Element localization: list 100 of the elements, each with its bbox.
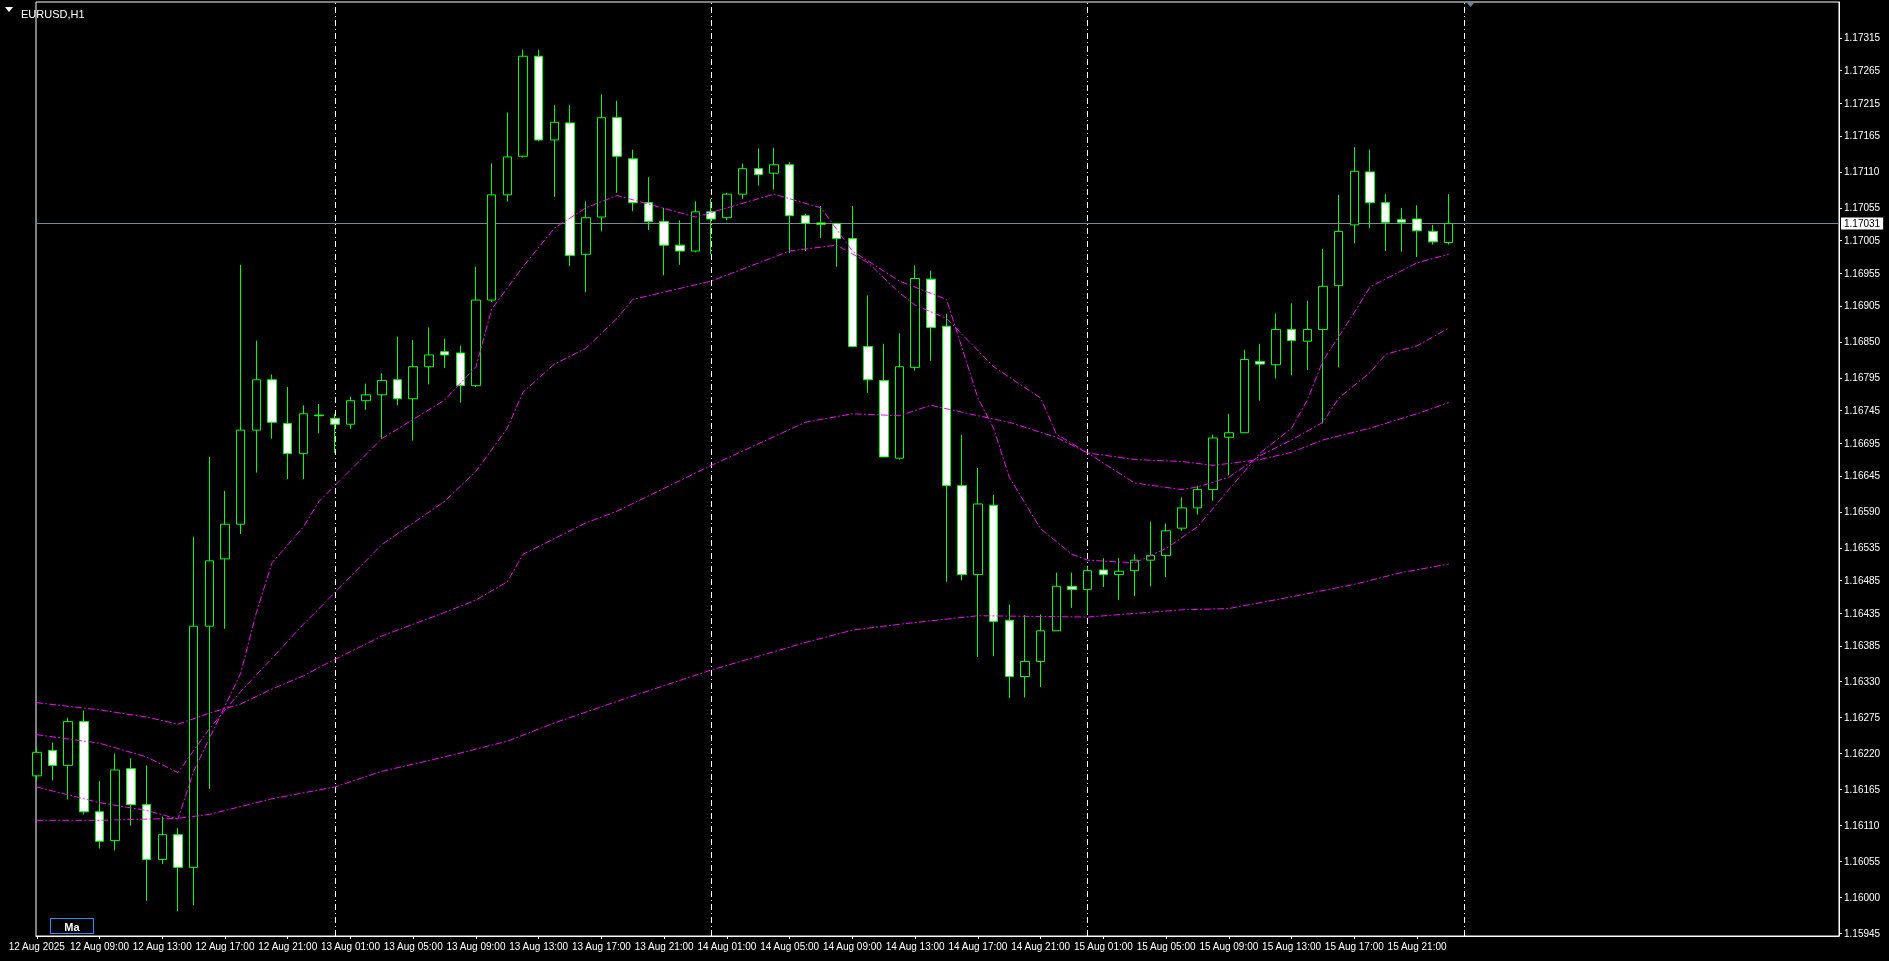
candlestick [32,746,42,781]
candlestick [1428,224,1438,245]
y-tick-label: 1.16275 [1844,712,1881,724]
candlestick [1240,349,1249,434]
candlestick [754,147,763,187]
candlestick [1067,572,1077,609]
candlestick [926,270,936,362]
candlestick [644,176,653,231]
candlestick [393,336,402,406]
x-tick-label: 15 Aug 21:00 [1387,940,1447,952]
candlestick [769,147,779,191]
candlestick [189,536,198,906]
x-tick-label: 12 Aug 17:00 [195,940,255,952]
candlestick [628,149,638,212]
candlestick [550,104,559,198]
y-tick-label: 1.16745 [1844,405,1881,416]
candlestick [377,372,387,440]
candlestick [691,200,700,253]
candlestick [142,764,151,902]
candlestick [503,111,512,202]
candlestick [1146,521,1155,587]
y-tick-label: 1.17315 [1844,32,1881,44]
candlestick [973,467,983,658]
candlestick [581,200,591,293]
candlestick [612,100,622,194]
candlestick [236,264,245,535]
candlestick [659,207,669,276]
candlestick [1052,572,1061,632]
x-tick-label: 13 Aug 17:00 [571,940,632,952]
y-tick-label: 1.16000 [1844,891,1881,903]
x-tick-label: 13 Aug 21:00 [634,940,695,952]
y-tick-label: 1.16905 [1844,300,1881,312]
candlestick [314,403,324,434]
x-tick-label: 15 Aug 09:00 [1199,940,1259,952]
candlestick [63,717,73,800]
x-tick-label: 12 Aug 2025 [8,940,66,952]
x-tick-label: 12 Aug 09:00 [70,940,130,952]
y-tick-label: 1.16795 [1844,372,1881,384]
candlestick [1177,496,1187,532]
candlestick [1350,146,1359,244]
candlestick [989,494,998,657]
candlestick [675,219,685,266]
candlestick [1193,485,1202,515]
candlestick [95,780,104,849]
candlestick [879,343,889,458]
candlestick [1224,413,1234,476]
y-tick-label: 1.16485 [1844,574,1881,586]
candlestick [471,266,481,388]
candlestick [1444,193,1453,245]
candlestick [252,340,261,474]
y-tick-label: 1.16220 [1844,748,1881,760]
x-tick-label: 15 Aug 17:00 [1324,940,1385,952]
candlestick [79,710,89,815]
candlestick [408,339,418,442]
candlestick [1271,313,1281,379]
y-tick-label: 1.16850 [1844,336,1881,348]
candlestick [597,93,606,232]
x-tick-label: 13 Aug 09:00 [446,940,506,952]
y-tick-label: 1.17005 [1844,235,1881,247]
x-tick-label: 13 Aug 05:00 [383,940,444,952]
candlestick [1005,604,1014,699]
x-tick-label: 12 Aug 13:00 [132,940,193,952]
candlestick [1397,207,1406,253]
y-tick-label: 1.16110 [1844,820,1880,832]
y-tick-label: 1.16165 [1844,784,1881,796]
candlestick [722,192,732,221]
candlestick [942,313,951,583]
y-tick-label: 1.16955 [1844,267,1881,279]
y-tick-label: 1.17165 [1844,130,1881,142]
candlestick [518,49,528,159]
candlestick [1036,613,1045,688]
candlestick [299,404,308,480]
candlestick [1020,614,1030,698]
candlestick [456,345,465,404]
x-tick-label: 14 Aug 01:00 [697,940,757,952]
candlestick [1130,553,1139,597]
candlestick [48,742,57,781]
x-tick-label: 15 Aug 01:00 [1073,940,1134,952]
y-tick-label: 1.16535 [1844,542,1881,554]
y-tick-label: 1.16590 [1844,506,1881,518]
candlestick [816,205,826,239]
y-tick-label: 1.17110 [1844,166,1880,178]
candlestick [1161,523,1171,578]
x-tick-label: 14 Aug 13:00 [885,940,946,952]
x-tick-label: 14 Aug 09:00 [822,940,883,952]
candlestick [126,757,136,827]
x-tick-label: 13 Aug 01:00 [321,940,381,952]
x-tick-label: 15 Aug 05:00 [1136,940,1197,952]
x-tick-label: 13 Aug 13:00 [509,940,569,952]
candlestick [957,434,967,581]
candlestick [848,205,857,347]
y-tick-label: 1.16330 [1844,676,1881,688]
candlestick [1114,557,1124,601]
candlestick [1303,300,1312,371]
candlestick [267,374,277,440]
candlestick [283,386,292,480]
candlestick [110,753,120,851]
ref-line-label: 1.17031 [1844,218,1881,230]
y-tick-label: 1.16645 [1844,470,1881,482]
candlestick [1287,302,1296,376]
